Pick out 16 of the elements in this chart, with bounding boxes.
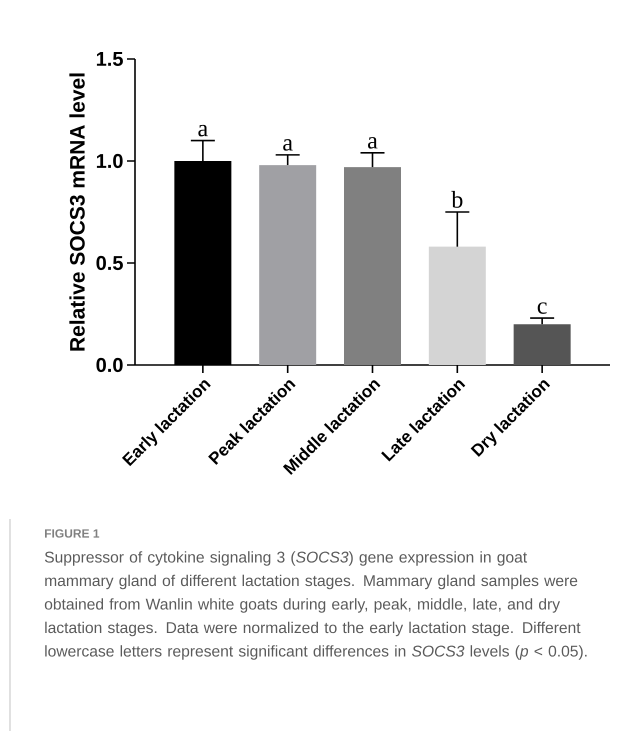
y-axis-title: Relative SOCS3 mRNA level xyxy=(69,73,85,351)
text: Suppressor of cytokine signaling 3 (SOCS3) gene expression in goat mammary gland of different lactation stages. Mammary gland samples were obtained from Wanlin white goats during early, peak, middle, late, and dry lactation stages. Data were normalized to the early lactation stage. Different lowercase letters represent significant differences in SOCS3 levels (p < 0.05). xyxy=(44,551,587,660)
y-tick-label: 0.5 xyxy=(96,256,123,270)
caption: FIGURE 1 xyxy=(45,529,100,538)
annotation: a xyxy=(198,124,208,136)
bar xyxy=(428,246,486,365)
y-tick-label: 0.0 xyxy=(96,358,123,372)
bar xyxy=(344,167,401,365)
y-tick-label: 1.0 xyxy=(96,154,123,168)
y-tick-label: 1.5 xyxy=(96,52,123,66)
bar xyxy=(259,165,316,365)
annotation: a xyxy=(368,137,378,149)
annotation: c xyxy=(538,302,547,314)
annotation: a xyxy=(283,139,293,151)
annotation: b xyxy=(451,190,462,208)
bar xyxy=(514,324,571,365)
